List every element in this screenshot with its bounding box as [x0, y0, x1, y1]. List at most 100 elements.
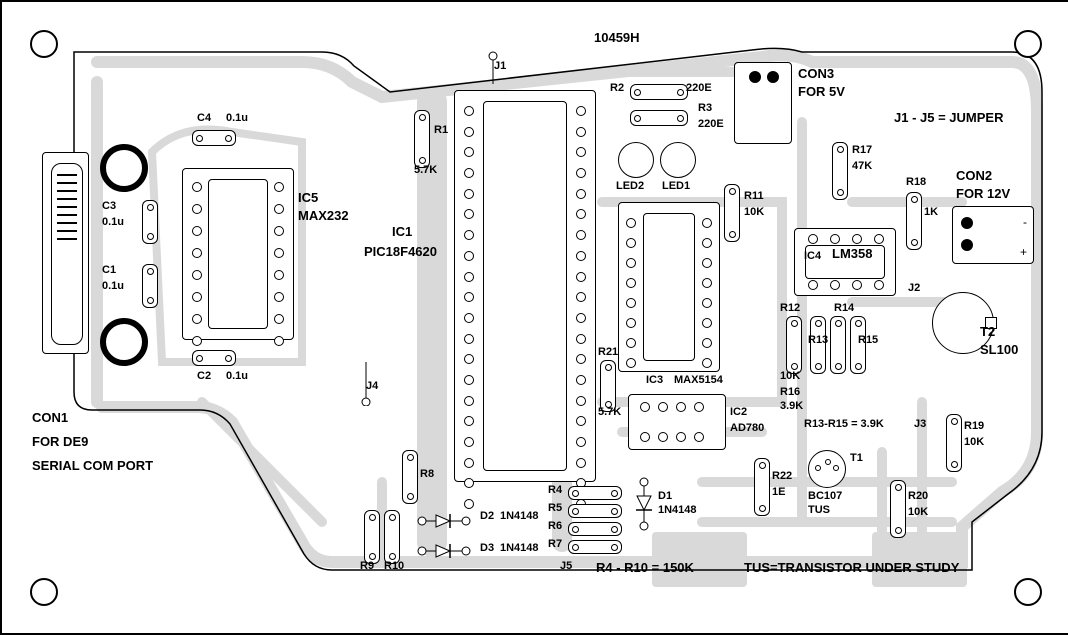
- ic3-ref: IC3: [646, 374, 663, 386]
- c4-ref: C4: [197, 112, 211, 124]
- cap-c2: [192, 350, 236, 366]
- t1-ref: T1: [850, 452, 863, 464]
- d2-part: 1N4148: [500, 510, 539, 522]
- r20-val: 10K: [908, 506, 928, 518]
- pcb-board: CON1 FOR DE9 SERIAL COM PORT C3 0.1u C1 …: [0, 0, 1068, 635]
- r12-ref: R12: [780, 302, 800, 314]
- r3-ref: R3: [698, 102, 712, 114]
- r4: [568, 486, 622, 500]
- ic2-part: AD780: [730, 422, 764, 434]
- d1-part: 1N4148: [658, 504, 697, 516]
- d1-ref: D1: [658, 490, 672, 502]
- r6: [568, 522, 622, 536]
- con1-desc2: SERIAL COM PORT: [32, 458, 153, 473]
- led2: [618, 142, 654, 178]
- r12: [786, 316, 802, 374]
- con1-mount-hole: [100, 144, 148, 192]
- r16-ref: R16: [780, 386, 800, 398]
- c2-val: 0.1u: [226, 370, 248, 382]
- t1-note: TUS: [808, 504, 830, 516]
- r17-ref: R17: [852, 144, 872, 156]
- led1-ref: LED1: [662, 180, 690, 192]
- r4-ref: R4: [548, 484, 562, 496]
- r21: [600, 360, 616, 412]
- r11-val: 10K: [744, 206, 764, 218]
- r1: [414, 110, 430, 168]
- r20-ref: R20: [908, 490, 928, 502]
- r2: [630, 84, 688, 100]
- r14-ref: R14: [834, 302, 854, 314]
- t1-part: BC107: [808, 490, 842, 502]
- mounting-hole: [30, 578, 58, 606]
- r3: [630, 110, 688, 126]
- tus-note: TUS=TRANSISTOR UNDER STUDY: [744, 560, 959, 575]
- j5-label: J5: [560, 560, 572, 572]
- cap-c1: [142, 264, 158, 308]
- ic4-ref: IC4: [804, 250, 821, 262]
- r17-val: 47K: [852, 160, 872, 172]
- r6-ref: R6: [548, 520, 562, 532]
- r4-r10-note: R4 - R10 = 150K: [596, 560, 694, 575]
- d3-part: 1N4148: [500, 542, 539, 554]
- board-title: 10459H: [594, 30, 640, 45]
- c4-val: 0.1u: [226, 112, 248, 124]
- r13-ref: R13: [808, 334, 828, 346]
- r19-ref: R19: [964, 420, 984, 432]
- led1: [660, 142, 696, 178]
- r2-ref: R2: [610, 82, 624, 94]
- c3-ref: C3: [102, 200, 116, 212]
- r20: [890, 480, 906, 538]
- r19-val: 10K: [964, 436, 984, 448]
- con1-de9: [42, 152, 89, 354]
- r2-val: 220E: [686, 82, 712, 94]
- con1-label: CON1: [32, 410, 68, 425]
- c1-val: 0.1u: [102, 280, 124, 292]
- cap-c4: [192, 130, 236, 146]
- r10: [384, 510, 400, 564]
- j2-label: J2: [908, 282, 920, 294]
- con2-label: CON2: [956, 168, 992, 183]
- t2-part: SL100: [980, 342, 1018, 357]
- r19: [946, 414, 962, 472]
- r8: [402, 450, 418, 504]
- d2-ref: D2: [480, 510, 494, 522]
- con2: - +: [952, 206, 1034, 264]
- r5: [568, 504, 622, 518]
- c2-ref: C2: [197, 370, 211, 382]
- d2-1n4148: [416, 512, 472, 530]
- t2-ref: T2: [980, 324, 995, 339]
- jumper-note: J1 - J5 = JUMPER: [894, 110, 1003, 125]
- r3-val: 220E: [698, 118, 724, 130]
- d1-1n4148: [634, 476, 654, 532]
- r16-val: 3.9K: [780, 400, 803, 412]
- r1-val: 5.7K: [414, 164, 437, 176]
- c3-val: 0.1u: [102, 216, 124, 228]
- r22-val: 1E: [772, 486, 785, 498]
- r5-ref: R5: [548, 502, 562, 514]
- ic2-ref: IC2: [730, 406, 747, 418]
- mounting-hole: [30, 30, 58, 58]
- r22-ref: R22: [772, 470, 792, 482]
- r21-val: 5.7K: [598, 406, 621, 418]
- con2-desc: FOR 12V: [956, 186, 1010, 201]
- ic1-part: PIC18F4620: [364, 244, 437, 259]
- con3-label: CON3: [798, 66, 834, 81]
- con3-desc: FOR 5V: [798, 84, 845, 99]
- r18: [906, 192, 922, 250]
- ic5-ref: IC5: [298, 190, 318, 205]
- r1-ref: R1: [434, 124, 448, 136]
- j3-label: J3: [914, 418, 926, 430]
- con3: [734, 62, 792, 144]
- led2-ref: LED2: [616, 180, 644, 192]
- t1-bc107: [808, 450, 846, 488]
- ic4-lm358: [794, 228, 896, 296]
- r7-ref: R7: [548, 538, 562, 550]
- r11-ref: R11: [744, 190, 764, 202]
- r18-val: 1K: [924, 206, 938, 218]
- ic1-ref: IC1: [392, 224, 412, 239]
- d3-ref: D3: [480, 542, 494, 554]
- r21-ref: R21: [598, 346, 618, 358]
- cap-c3: [142, 200, 158, 244]
- ic5-max232: [182, 168, 294, 340]
- r7: [568, 540, 622, 554]
